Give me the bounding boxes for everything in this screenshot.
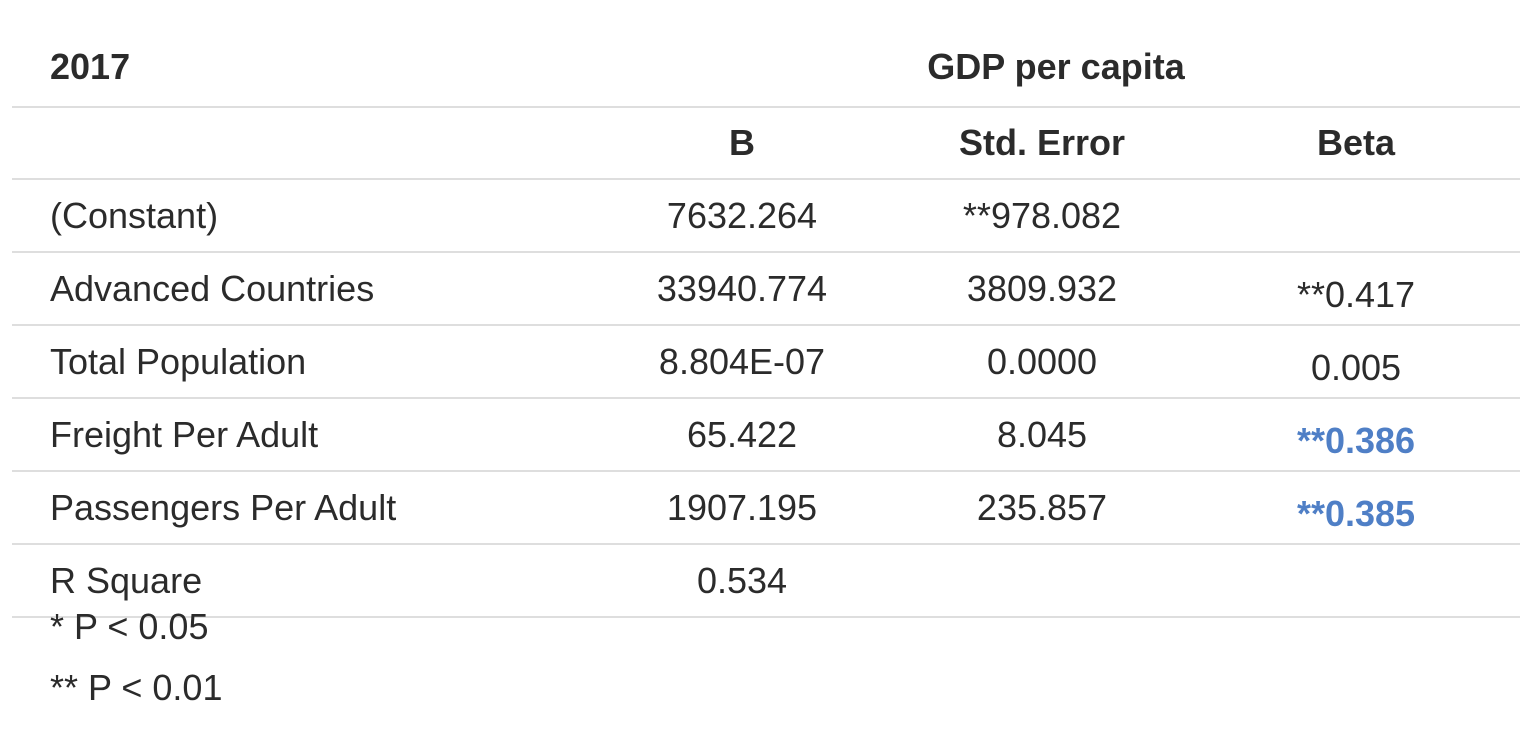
empty-header-cell (12, 107, 592, 180)
cell-b: 33940.774 (592, 252, 892, 326)
cell-std-error: 3809.932 (892, 252, 1192, 326)
cell-b: 0.534 (592, 544, 892, 618)
year-label: 2017 (12, 28, 592, 108)
column-header-row: B Std. Error Beta (12, 107, 1520, 180)
cell-std-error: 8.045 (892, 398, 1192, 472)
row-label: R Square (12, 544, 592, 618)
cell-beta-highlighted: **0.385 (1192, 471, 1520, 545)
cell-b: 1907.195 (592, 471, 892, 545)
table-row-constant: (Constant) 7632.264 **978.082 (12, 179, 1520, 253)
significance-notes: * P < 0.05 ** P < 0.01 (50, 596, 222, 718)
table-row-advanced-countries: Advanced Countries 33940.774 3809.932 **… (12, 252, 1520, 326)
cell-beta-highlighted: **0.386 (1192, 398, 1520, 472)
group-title: GDP per capita (592, 28, 1520, 108)
column-header-beta: Beta (1192, 107, 1520, 180)
table-row-r-square: R Square 0.534 (12, 544, 1520, 618)
cell-b: 8.804E-07 (592, 325, 892, 399)
cell-b: 7632.264 (592, 179, 892, 253)
regression-table: 2017 GDP per capita B Std. Error Beta (C… (12, 28, 1520, 618)
table-row-total-population: Total Population 8.804E-07 0.0000 0.005 (12, 325, 1520, 399)
row-label: Passengers Per Adult (12, 471, 592, 545)
cell-std-error: **978.082 (892, 179, 1192, 253)
column-header-std-error: Std. Error (892, 107, 1192, 180)
row-label: Freight Per Adult (12, 398, 592, 472)
cell-beta (1192, 179, 1520, 253)
row-label: Total Population (12, 325, 592, 399)
cell-b: 65.422 (592, 398, 892, 472)
cell-beta (1192, 544, 1520, 618)
cell-beta: **0.417 (1192, 252, 1520, 326)
row-label: (Constant) (12, 179, 592, 253)
note-p-001: ** P < 0.01 (50, 667, 223, 708)
table-row-passengers-per-adult: Passengers Per Adult 1907.195 235.857 **… (12, 471, 1520, 545)
cell-beta: 0.005 (1192, 325, 1520, 399)
regression-table-container: 2017 GDP per capita B Std. Error Beta (C… (12, 28, 1520, 618)
note-p-005: * P < 0.05 (50, 606, 209, 647)
cell-std-error: 0.0000 (892, 325, 1192, 399)
column-header-b: B (592, 107, 892, 180)
cell-std-error (892, 544, 1192, 618)
cell-std-error: 235.857 (892, 471, 1192, 545)
row-label: Advanced Countries (12, 252, 592, 326)
table-row-freight-per-adult: Freight Per Adult 65.422 8.045 **0.386 (12, 398, 1520, 472)
title-row: 2017 GDP per capita (12, 28, 1520, 108)
